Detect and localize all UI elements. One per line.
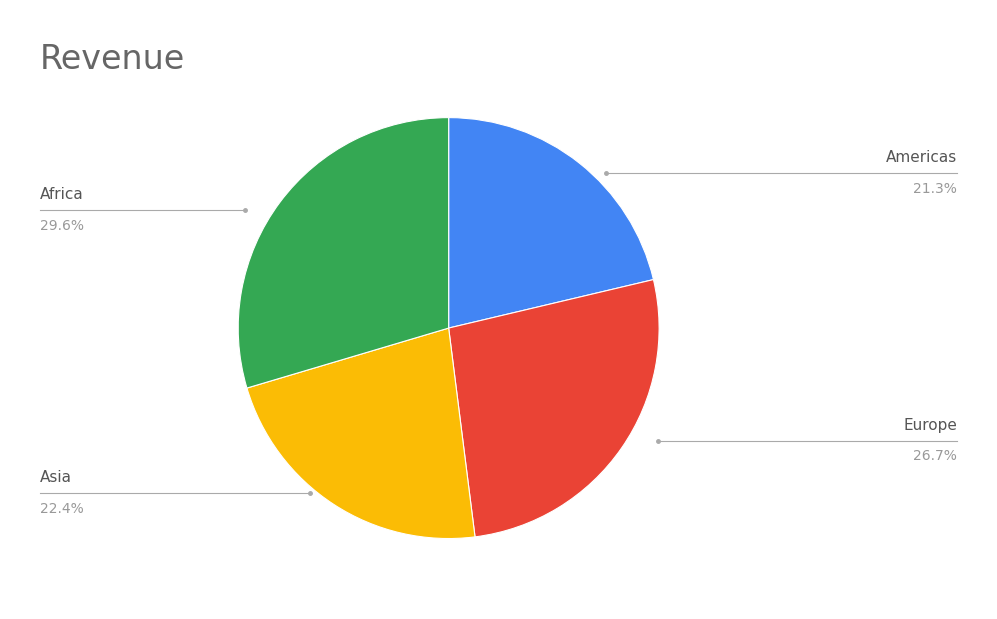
Text: 21.3%: 21.3%: [913, 182, 957, 196]
Wedge shape: [449, 118, 653, 328]
Text: Americas: Americas: [886, 150, 957, 165]
Text: 26.7%: 26.7%: [913, 449, 957, 463]
Wedge shape: [247, 328, 475, 539]
Wedge shape: [238, 118, 449, 388]
Text: Africa: Africa: [40, 187, 84, 202]
Text: Europe: Europe: [903, 418, 957, 433]
Text: Revenue: Revenue: [40, 43, 185, 76]
Wedge shape: [449, 280, 659, 537]
Text: Asia: Asia: [40, 470, 72, 485]
Text: 22.4%: 22.4%: [40, 502, 84, 516]
Text: 29.6%: 29.6%: [40, 219, 84, 233]
